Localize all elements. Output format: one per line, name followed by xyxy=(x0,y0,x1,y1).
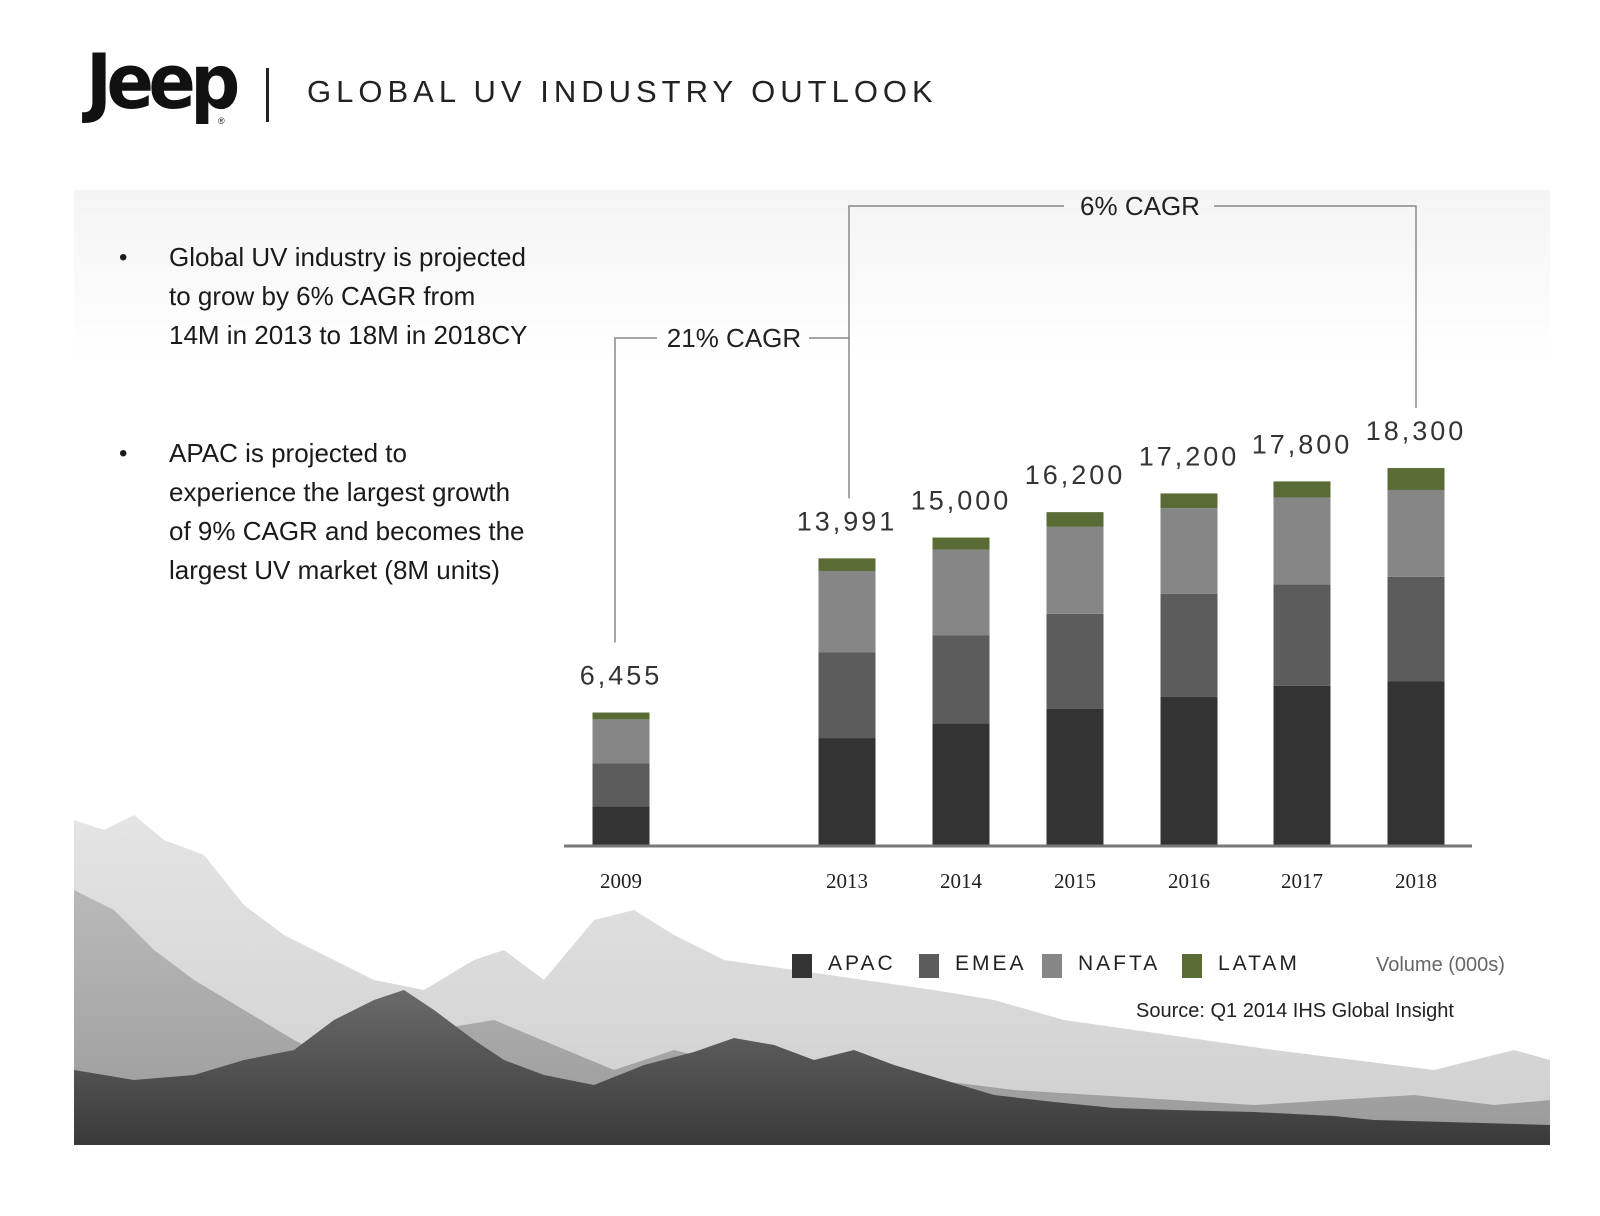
bar-segment-nafta-2009 xyxy=(592,719,650,764)
mountain-background xyxy=(74,815,1550,1145)
x-tick-label-2013: 2013 xyxy=(826,869,868,893)
bar-segment-nafta-2014 xyxy=(932,549,990,636)
total-label-2017: 17,800 xyxy=(1252,429,1353,459)
cagr-bracket-left-2009-2013 xyxy=(614,337,657,643)
bar-segment-latam-2015 xyxy=(1046,512,1104,527)
x-tick-label-2014: 2014 xyxy=(940,869,983,893)
cagr-label-2009-2013: 21% CAGR xyxy=(667,323,801,353)
bar-segment-apac-2015 xyxy=(1046,708,1104,845)
content-panel: • Global UV industry is projected to gro… xyxy=(74,190,1550,1145)
legend-label-emea: EMEA xyxy=(955,952,1027,975)
x-tick-label-2009: 2009 xyxy=(600,869,642,893)
bar-segment-emea-2014 xyxy=(932,635,990,724)
bullet-item: • APAC is projected to experience the la… xyxy=(119,434,529,590)
bar-segment-latam-2018 xyxy=(1387,468,1445,490)
legend-label-latam: LATAM xyxy=(1218,952,1300,975)
bullet-text: APAC is projected to experience the larg… xyxy=(169,438,525,585)
legend-label-nafta: NAFTA xyxy=(1078,952,1161,975)
bar-segment-apac-2013 xyxy=(818,738,876,845)
legend-swatch-nafta xyxy=(1042,954,1062,978)
mountain-range-near xyxy=(74,990,1550,1145)
slide-title: GLOBAL UV INDUSTRY OUTLOOK xyxy=(307,74,938,109)
unit-note: Volume (000s) xyxy=(1376,954,1505,976)
total-label-2016: 17,200 xyxy=(1139,441,1240,471)
bar-segment-emea-2013 xyxy=(818,652,876,739)
x-tick-label-2017: 2017 xyxy=(1281,869,1323,893)
bar-segment-apac-2016 xyxy=(1160,696,1218,845)
bar-segment-emea-2015 xyxy=(1046,613,1104,709)
bar-segment-apac-2009 xyxy=(592,806,650,845)
bar-segment-latam-2013 xyxy=(818,558,876,571)
bar-segment-emea-2016 xyxy=(1160,593,1218,697)
bar-segment-nafta-2016 xyxy=(1160,508,1218,594)
cagr-bracket-right-2013-2018 xyxy=(1214,205,1417,409)
registered-mark: ® xyxy=(218,116,225,126)
total-label-2013: 13,991 xyxy=(797,506,898,536)
bar-segment-latam-2016 xyxy=(1160,493,1218,509)
jeep-logo: Jeep xyxy=(86,37,240,126)
total-label-2009: 6,455 xyxy=(580,661,663,691)
bar-segment-emea-2018 xyxy=(1387,576,1445,682)
total-label-2014: 15,000 xyxy=(911,486,1012,516)
bar-segment-latam-2017 xyxy=(1273,481,1331,498)
bar-segment-nafta-2018 xyxy=(1387,489,1445,577)
bar-segment-latam-2009 xyxy=(592,712,650,720)
bullet-item: • Global UV industry is projected to gro… xyxy=(119,238,529,355)
cagr-label-2013-2018: 6% CAGR xyxy=(1080,191,1200,221)
cagr-bracket-left-2013-2018 xyxy=(848,205,1064,499)
legend-label-apac: APAC xyxy=(828,952,896,975)
x-tick-label-2016: 2016 xyxy=(1168,869,1210,893)
bar-segment-apac-2018 xyxy=(1387,681,1445,845)
bar-segment-nafta-2017 xyxy=(1273,497,1331,585)
bar-segment-latam-2014 xyxy=(932,537,990,550)
bar-segment-emea-2017 xyxy=(1273,584,1331,686)
bar-segment-nafta-2013 xyxy=(818,570,876,653)
x-tick-label-2015: 2015 xyxy=(1054,869,1096,893)
bar-segment-nafta-2015 xyxy=(1046,526,1104,614)
bullet-dot: • xyxy=(119,244,128,271)
bar-segment-apac-2017 xyxy=(1273,685,1331,845)
legend-swatch-latam xyxy=(1182,954,1202,978)
bar-segment-emea-2009 xyxy=(592,763,650,807)
source-note: Source: Q1 2014 IHS Global Insight xyxy=(1136,1000,1454,1022)
slide-header: Jeep ® GLOBAL UV INDUSTRY OUTLOOK xyxy=(0,0,1600,180)
x-tick-label-2018: 2018 xyxy=(1395,869,1437,893)
total-label-2018: 18,300 xyxy=(1366,416,1467,446)
bullet-text: Global UV industry is projected to grow … xyxy=(169,242,528,350)
legend-swatch-emea xyxy=(919,954,939,978)
bullet-dot: • xyxy=(119,440,128,467)
legend-swatch-apac xyxy=(792,954,812,978)
bar-segment-apac-2014 xyxy=(932,723,990,845)
header-divider xyxy=(266,68,269,122)
total-label-2015: 16,200 xyxy=(1025,460,1126,490)
stacked-bar-chart: 6,455 2009 13,991 2013 15,000 2014 16,200 2015 1… xyxy=(564,191,1472,893)
